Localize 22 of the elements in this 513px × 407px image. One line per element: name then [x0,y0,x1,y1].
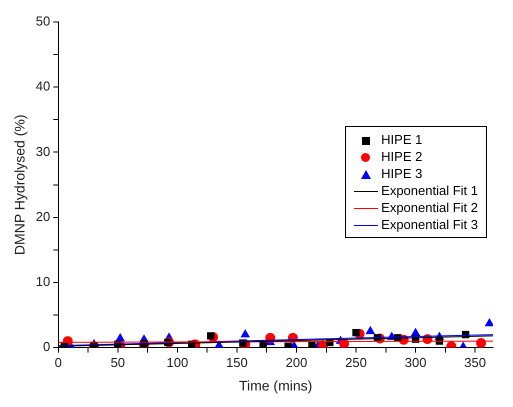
y-axis-title: DMNP Hydrolysed (%) [11,114,28,256]
y-tick-label: 40 [36,78,50,94]
x-tick-label: 150 [226,354,248,370]
x-axis-title: Time (mins) [238,377,312,394]
x-tick-label: 300 [404,354,426,370]
legend-label: Exponential Fit 3 [381,217,478,232]
y-tick-label: 30 [36,144,50,159]
x-tick-label: 200 [286,354,308,370]
legend-label: HIPE 2 [381,149,422,164]
y-tick-label: 50 [36,14,50,29]
x-tick-label: 100 [166,354,188,370]
x-tick-label: 0 [54,354,62,370]
y-tick-label: 20 [36,208,50,224]
x-tick-label: 250 [345,354,367,370]
y-tick-label: 10 [36,274,50,290]
legend-label: HIPE 1 [381,132,422,147]
y-tick-label: 0 [43,339,50,354]
legend-label: HIPE 3 [381,166,422,181]
legend-label: Exponential Fit 1 [381,183,478,198]
legend-label: Exponential Fit 2 [381,200,478,215]
x-tick-label: 50 [110,354,126,370]
x-tick-label: 350 [464,354,486,370]
